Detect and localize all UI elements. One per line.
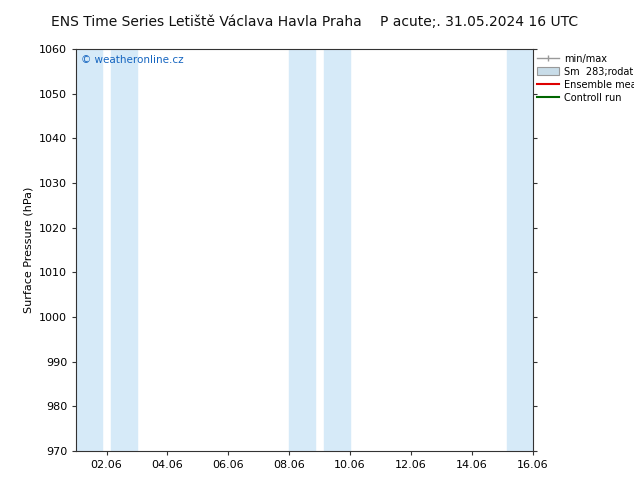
- Legend: min/max, Sm  283;rodatn acute; odchylka, Ensemble mean run, Controll run: min/max, Sm 283;rodatn acute; odchylka, …: [538, 54, 634, 102]
- Bar: [111, 49, 137, 451]
- Bar: [76, 49, 102, 451]
- Text: ENS Time Series Letiště Václava Havla Praha: ENS Time Series Letiště Václava Havla Pr…: [51, 15, 361, 29]
- Text: P acute;. 31.05.2024 16 UTC: P acute;. 31.05.2024 16 UTC: [380, 15, 578, 29]
- Bar: [507, 49, 533, 451]
- Bar: [289, 49, 315, 451]
- Bar: [324, 49, 350, 451]
- Y-axis label: Surface Pressure (hPa): Surface Pressure (hPa): [23, 187, 34, 313]
- Text: © weatheronline.cz: © weatheronline.cz: [81, 55, 183, 65]
